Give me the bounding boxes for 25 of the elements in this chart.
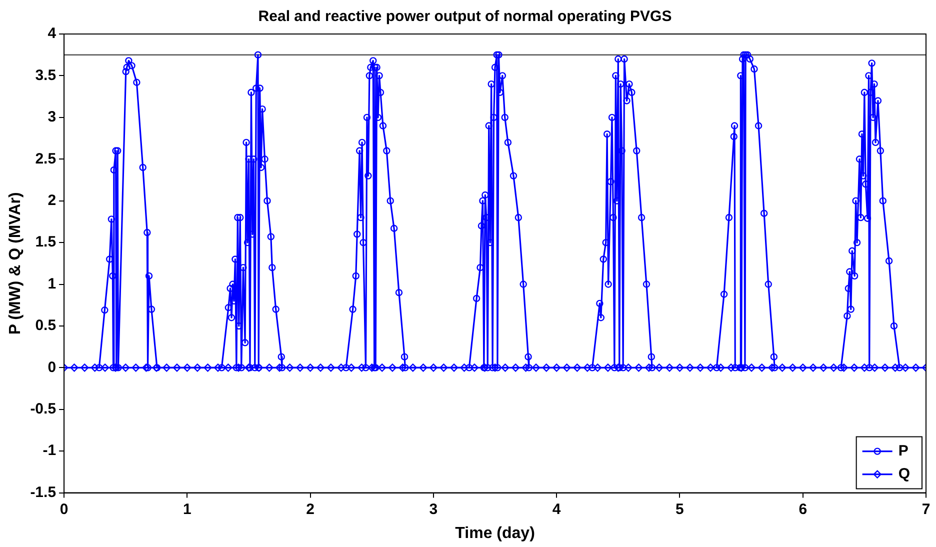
y-tick-label: 1 (48, 275, 56, 292)
legend-label: P (898, 442, 908, 460)
y-tick-label: -0.5 (30, 400, 56, 418)
y-tick-label: 3.5 (35, 66, 56, 84)
y-tick-label: 4 (48, 25, 57, 42)
y-tick-label: 2 (48, 192, 56, 209)
x-tick-label: 2 (306, 500, 314, 518)
y-tick-label: 0 (48, 358, 56, 376)
x-tick-label: 0 (60, 500, 68, 518)
x-axis-title: Time (day) (455, 524, 535, 542)
chart-title: Real and reactive power output of normal operating PVGS (258, 8, 672, 26)
y-tick-label: -1.5 (30, 484, 56, 501)
y-tick-label: 1.5 (35, 234, 56, 251)
x-tick-label: 1 (183, 500, 192, 518)
x-tick-label: 6 (798, 500, 808, 518)
y-axis-title: P (MW) & Q (MVAr) (7, 192, 24, 335)
y-tick-label: -1 (42, 442, 56, 460)
x-tick-label: 4 (552, 500, 562, 518)
x-tick-label: 3 (429, 500, 438, 518)
x-tick-label: 5 (676, 500, 684, 518)
y-tick-label: 0.5 (35, 317, 56, 334)
legend-label: Q (898, 465, 910, 482)
x-tick-label: 7 (922, 500, 930, 518)
y-tick-label: 3 (48, 108, 56, 126)
y-tick-label: 2.5 (35, 150, 56, 168)
